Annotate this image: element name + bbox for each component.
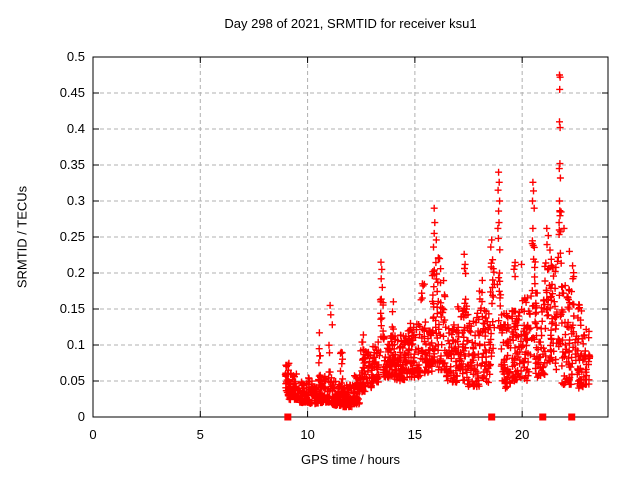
y-tick-label: 0.05 [60,373,85,388]
x-tick-label: 15 [408,427,422,442]
y-tick-label: 0.2 [67,265,85,280]
tick-marks [92,56,608,418]
y-tick-label: 0.45 [60,85,85,100]
y-tick-label: 0.15 [60,301,85,316]
baseline-flag-marker [284,413,292,421]
scatter-points [281,71,594,411]
x-tick-label: 10 [300,427,314,442]
chart-title: Day 298 of 2021, SRMTID for receiver ksu… [224,16,477,31]
y-tick-label: 0 [78,409,85,424]
baseline-flag-marker [539,413,547,421]
x-axis-label: GPS time / hours [301,452,400,467]
y-tick-label: 0.1 [67,337,85,352]
x-tick-label: 0 [89,427,96,442]
baseline-flag-marker [568,413,576,421]
x-tick-label: 5 [197,427,204,442]
x-tick-label: 20 [515,427,529,442]
y-tick-label: 0.5 [67,49,85,64]
y-tick-label: 0.4 [67,121,85,136]
y-axis-label: SRMTID / TECUs [14,185,30,289]
y-tick-label: 0.35 [60,157,85,172]
y-tick-label: 0.3 [67,193,85,208]
y-tick-label: 0.25 [60,229,85,244]
baseline-flag-marker [488,413,496,421]
